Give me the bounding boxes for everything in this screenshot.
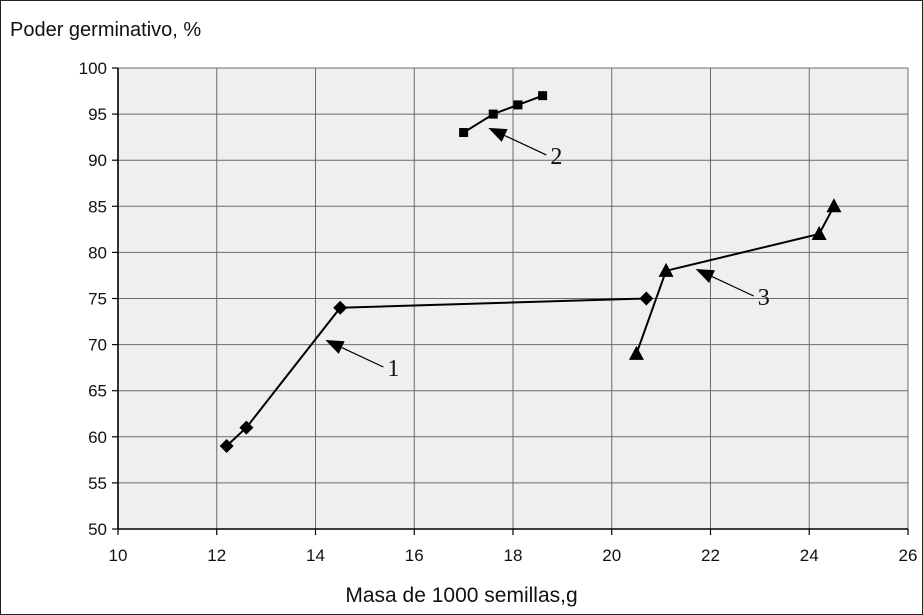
x-tick-label: 22 xyxy=(701,546,720,565)
series-line-1 xyxy=(225,297,647,447)
data-point-2 xyxy=(538,91,548,101)
data-point-2 xyxy=(488,109,498,119)
x-tick-label: 26 xyxy=(899,546,918,565)
data-point-1 xyxy=(639,291,654,306)
data-point-1 xyxy=(333,300,348,315)
data-point-1 xyxy=(239,420,254,435)
callout-line xyxy=(711,276,754,297)
y-tick-label: 90 xyxy=(88,151,107,170)
callout-arrowhead xyxy=(488,127,508,142)
y-tick-label: 70 xyxy=(88,336,107,355)
x-tick-label: 18 xyxy=(504,546,523,565)
callout-label-2: 2 xyxy=(550,144,562,170)
y-tick-label: 80 xyxy=(88,243,107,262)
x-tick-label: 14 xyxy=(306,546,325,565)
x-axis-label: Masa de 1000 semillas,g xyxy=(345,584,578,607)
callout-label-1: 1 xyxy=(387,356,399,382)
y-tick-label: 95 xyxy=(88,105,107,124)
callout-label-3: 3 xyxy=(758,285,770,311)
x-tick-label: 24 xyxy=(800,546,819,565)
y-tick-label: 100 xyxy=(79,59,107,78)
series-line-2 xyxy=(463,94,543,134)
y-tick-label: 60 xyxy=(88,428,107,447)
callout-line xyxy=(341,347,384,368)
data-point-2 xyxy=(459,128,469,138)
data-point-1 xyxy=(219,439,234,454)
y-tick-label: 65 xyxy=(88,382,107,401)
x-tick-label: 10 xyxy=(109,546,128,565)
callout-arrowhead xyxy=(325,339,345,354)
x-tick-label: 20 xyxy=(602,546,621,565)
callout-line xyxy=(504,134,547,156)
data-point-3 xyxy=(628,345,644,360)
data-point-3 xyxy=(658,262,674,277)
x-tick-label: 12 xyxy=(207,546,226,565)
callout-arrowhead xyxy=(695,268,715,283)
y-tick-label: 50 xyxy=(88,520,107,539)
y-tick-label: 75 xyxy=(88,290,107,309)
data-point-2 xyxy=(513,100,523,110)
data-point-3 xyxy=(811,225,827,240)
y-tick-label: 85 xyxy=(88,197,107,216)
y-tick-label: 55 xyxy=(88,474,107,493)
data-point-3 xyxy=(826,198,842,213)
series-line-3 xyxy=(635,205,835,355)
x-tick-label: 16 xyxy=(405,546,424,565)
y-axis-label: Poder germinativo, % xyxy=(10,19,202,41)
